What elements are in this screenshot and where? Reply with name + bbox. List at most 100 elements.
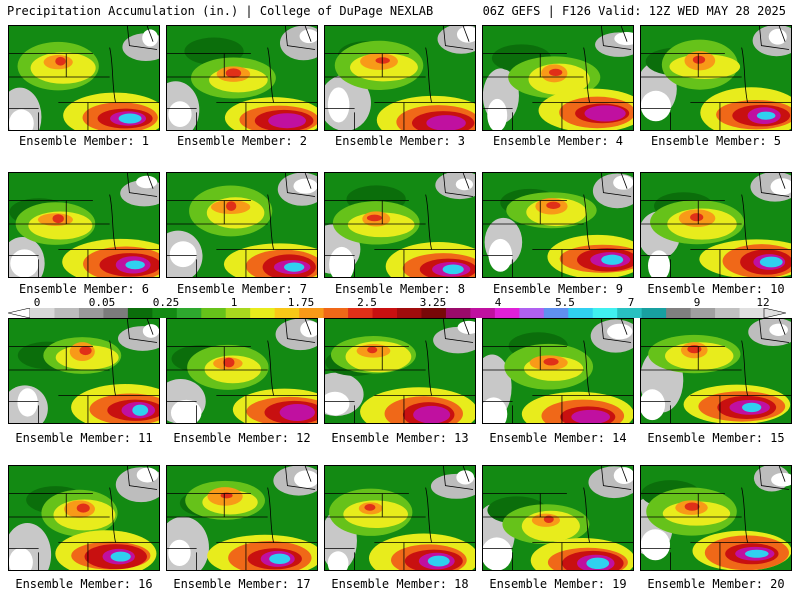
- colorbar-swatch: [78, 308, 104, 318]
- colorbar-swatch: [274, 308, 300, 318]
- precipitation-map: [9, 26, 159, 130]
- member-map-panel: [324, 172, 476, 278]
- member-map-panel: [8, 465, 160, 571]
- colorbar-swatch: [152, 308, 178, 318]
- colorbar-swatch: [519, 308, 545, 318]
- precipitation-map: [325, 26, 475, 130]
- colorbar-tick-label: 1: [230, 296, 238, 309]
- colorbar-swatch: [690, 308, 716, 318]
- colorbar-swatch: [30, 308, 55, 318]
- colorbar-swatch: [592, 308, 618, 318]
- colorbar-swatch: [715, 308, 741, 318]
- member-map-panel: [8, 25, 160, 131]
- member-label: Ensemble Member: 4: [492, 134, 624, 148]
- member-map-panel: [640, 318, 792, 424]
- member-label: Ensemble Member: 19: [489, 577, 627, 591]
- colorbar-min-arrow: [8, 308, 31, 318]
- member-label: Ensemble Member: 16: [15, 577, 153, 591]
- colorbar-swatch: [543, 308, 569, 318]
- colorbar-swatch: [739, 308, 765, 318]
- precipitation-map: [167, 466, 317, 570]
- precipitation-map: [641, 466, 791, 570]
- colorbar-tick-label: 12: [756, 296, 770, 309]
- colorbar-swatch: [445, 308, 471, 318]
- precipitation-map: [483, 26, 633, 130]
- colorbar-tick-label: 3.25: [419, 296, 447, 309]
- colorbar-max-arrow: [763, 308, 786, 318]
- colorbar-tick-label: 0.25: [152, 296, 180, 309]
- member-map-panel: [640, 465, 792, 571]
- member-map-panel: [166, 465, 318, 571]
- member-map-panel: [640, 25, 792, 131]
- member-map-panel: [482, 318, 634, 424]
- member-label: Ensemble Member: 13: [331, 431, 469, 445]
- colorbar-tick-label: 0: [33, 296, 41, 309]
- precipitation-map: [325, 466, 475, 570]
- member-label: Ensemble Member: 6: [18, 282, 150, 296]
- member-map-panel: [482, 25, 634, 131]
- precipitation-map: [641, 173, 791, 277]
- colorbar-swatch: [323, 308, 349, 318]
- member-map-panel: [8, 318, 160, 424]
- member-map-panel: [166, 25, 318, 131]
- colorbar-swatch: [250, 308, 276, 318]
- member-map-panel: [166, 172, 318, 278]
- colorbar-swatch: [666, 308, 692, 318]
- colorbar-swatch: [641, 308, 667, 318]
- colorbar-swatch: [470, 308, 496, 318]
- colorbar-swatch: [201, 308, 227, 318]
- colorbar-tick-label: 5.5: [555, 296, 575, 309]
- precipitation-map: [483, 319, 633, 423]
- precipitation-map: [641, 26, 791, 130]
- member-label: Ensemble Member: 12: [173, 431, 311, 445]
- colorbar-swatch: [176, 308, 202, 318]
- precipitation-map: [9, 319, 159, 423]
- precipitation-map: [167, 26, 317, 130]
- precipitation-map: [483, 466, 633, 570]
- member-map-panel: [166, 318, 318, 424]
- member-map-panel: [324, 25, 476, 131]
- member-label: Ensemble Member: 18: [331, 577, 469, 591]
- member-label: Ensemble Member: 10: [647, 282, 785, 296]
- member-label: Ensemble Member: 8: [334, 282, 466, 296]
- member-map-panel: [8, 172, 160, 278]
- member-label: Ensemble Member: 15: [647, 431, 785, 445]
- colorbar-tick-label: 4: [494, 296, 502, 309]
- colorbar-swatch: [348, 308, 374, 318]
- member-map-panel: [640, 172, 792, 278]
- precipitation-map: [9, 466, 159, 570]
- member-label: Ensemble Member: 14: [489, 431, 627, 445]
- colorbar-swatch: [372, 308, 398, 318]
- member-label: Ensemble Member: 20: [647, 577, 785, 591]
- precipitation-map: [9, 173, 159, 277]
- member-map-panel: [324, 318, 476, 424]
- precipitation-map: [325, 319, 475, 423]
- member-map-panel: [482, 172, 634, 278]
- precipitation-map: [641, 319, 791, 423]
- chart-title: Precipitation Accumulation (in.) | Colle…: [7, 4, 434, 18]
- member-label: Ensemble Member: 5: [650, 134, 782, 148]
- member-label: Ensemble Member: 7: [176, 282, 308, 296]
- colorbar-swatch: [299, 308, 325, 318]
- member-map-panel: [324, 465, 476, 571]
- colorbar-swatch: [225, 308, 251, 318]
- colorbar-swatch: [54, 308, 80, 318]
- colorbar-swatch: [421, 308, 447, 318]
- precipitation-map: [167, 173, 317, 277]
- member-label: Ensemble Member: 17: [173, 577, 311, 591]
- colorbar-swatch: [568, 308, 594, 318]
- member-label: Ensemble Member: 11: [15, 431, 153, 445]
- precipitation-colorbar: [8, 308, 786, 318]
- precipitation-map: [483, 173, 633, 277]
- colorbar-tick-label: 7: [627, 296, 635, 309]
- colorbar-swatch: [494, 308, 520, 318]
- model-run-info: 06Z GEFS | F126 Valid: 12Z WED MAY 28 20…: [482, 4, 786, 18]
- colorbar-swatch: [617, 308, 643, 318]
- member-label: Ensemble Member: 1: [18, 134, 150, 148]
- colorbar-tick-label: 2.5: [357, 296, 377, 309]
- member-label: Ensemble Member: 9: [492, 282, 624, 296]
- member-map-panel: [482, 465, 634, 571]
- colorbar-swatch: [103, 308, 129, 318]
- colorbar-swatch: [127, 308, 153, 318]
- colorbar-tick-label: 1.75: [287, 296, 315, 309]
